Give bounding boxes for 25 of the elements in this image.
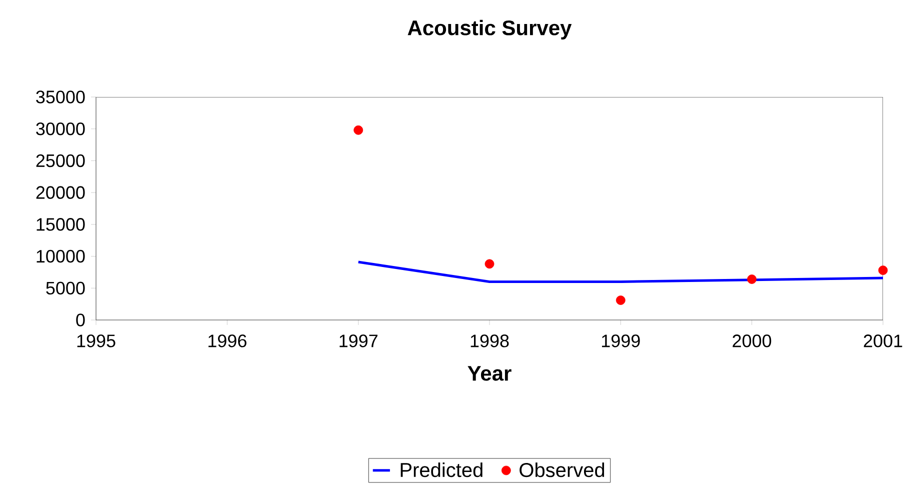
x-axis-title: Year	[468, 366, 512, 381]
x-tick-label: 1995	[77, 334, 116, 348]
y-tick-label: 35000	[36, 90, 85, 104]
point	[354, 125, 364, 135]
legend-label: Observed	[520, 462, 604, 478]
y-tick-label: 0	[76, 314, 85, 326]
chart-title: Acoustic Survey	[408, 20, 572, 40]
point	[747, 274, 757, 284]
legend-label: Predicted	[400, 462, 482, 478]
y-tick-label: 20000	[36, 186, 85, 199]
x-tick-label: 2001	[864, 334, 902, 348]
y-tick-label: 10000	[36, 250, 85, 263]
x-tick-label: 1999	[602, 334, 640, 348]
x-tick-label: 1997	[340, 334, 378, 348]
point	[878, 266, 888, 275]
point	[484, 259, 494, 269]
x-tick-label: 2000	[732, 334, 772, 348]
y-tick-label: 15000	[36, 218, 85, 231]
x-tick-label: 1998	[470, 334, 509, 348]
point	[616, 296, 626, 305]
y-tick-label: 5000	[46, 282, 85, 294]
x-tick-label: 1996	[208, 334, 246, 348]
line-series	[357, 260, 883, 284]
y-tick-label: 30000	[36, 122, 85, 136]
y-tick-label: 25000	[36, 154, 85, 168]
